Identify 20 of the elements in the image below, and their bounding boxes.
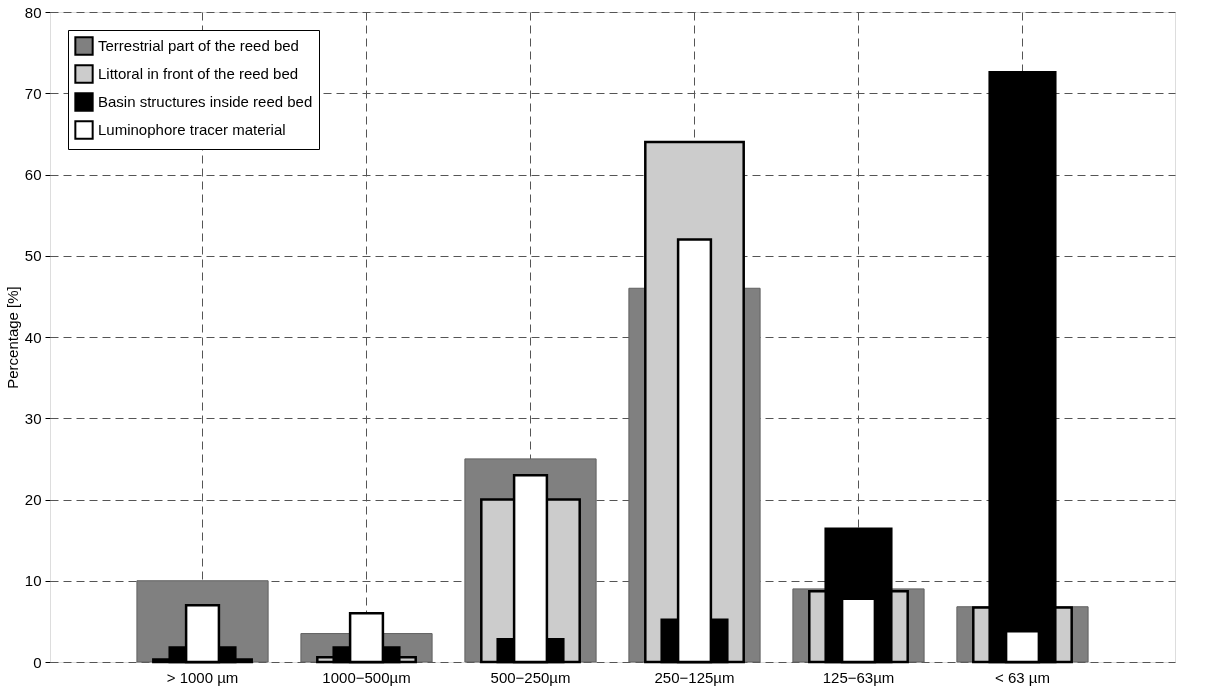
- y-tick-label: 70: [24, 84, 42, 102]
- y-tick-label: 50: [24, 247, 42, 265]
- y-tick-label: 60: [24, 166, 42, 183]
- x-tick-label: 1000−500µm: [322, 668, 411, 686]
- legend-label: Luminophore tracer material: [98, 121, 286, 138]
- legend-label: Terrestrial part of the reed bed: [98, 37, 299, 54]
- legend-label: Basin structures inside reed bed: [98, 93, 313, 110]
- y-tick-label: 0: [33, 653, 42, 671]
- y-tick-label: 20: [24, 491, 42, 508]
- x-tick-label: 500−250µm: [490, 668, 571, 686]
- y-tick-label: 30: [24, 409, 42, 427]
- x-tick-label: 250−125µm: [654, 668, 735, 686]
- y-axis-title: Percentage [%]: [3, 286, 21, 389]
- y-tick-label: 10: [24, 572, 42, 590]
- x-tick-label: < 63 µm: [995, 668, 1050, 686]
- x-tick-label: 125−63µm: [822, 668, 895, 686]
- y-tick-label: 80: [24, 3, 42, 21]
- legend-label: Littoral in front of the reed bed: [98, 65, 299, 82]
- y-tick-label: 40: [24, 328, 42, 346]
- x-tick-label: > 1000 µm: [166, 668, 239, 686]
